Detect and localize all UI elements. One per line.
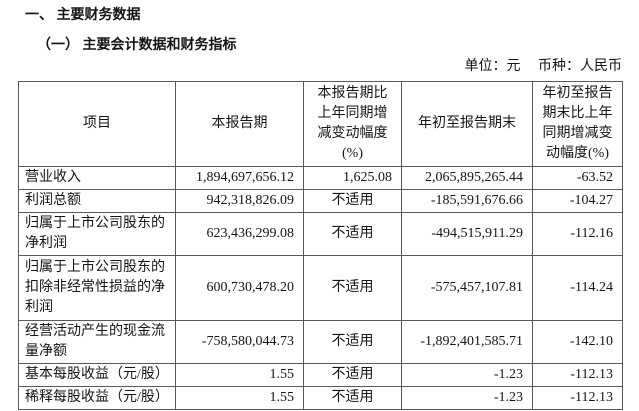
column-header-ytd-yoy-change: 年初至报告 期末比上年 同期增减变 动幅度(%)	[532, 81, 623, 167]
cell-ytd: 2,065,895,265.44	[401, 166, 533, 190]
table-row: 基本每股收益（元/股） 1.55 不适用 -1.23 -112.13	[18, 363, 623, 387]
cell-ytd: -575,457,107.81	[401, 255, 533, 321]
column-header-item: 项目	[18, 81, 176, 167]
cell-item: 归属于上市公司股东的扣除非经常性损益的净利润	[18, 255, 176, 321]
cell-ytd: -1.23	[401, 363, 533, 387]
table-row: 归属于上市公司股东的净利润 623,436,299.08 不适用 -494,51…	[18, 212, 623, 256]
cell-ytd-yoy-change: -112.16	[532, 212, 623, 256]
currency-label: 币种：人民币	[538, 59, 622, 74]
table-row: 经营活动产生的现金流量净额 -758,580,044.73 不适用 -1,892…	[18, 320, 623, 364]
cell-ytd: -1.23	[401, 386, 533, 410]
cell-item: 利润总额	[18, 189, 176, 213]
cell-period-yoy-change: 不适用	[303, 386, 402, 410]
report-page: 一、 主要财务数据 （一） 主要会计数据和财务指标 单位：元 币种：人民币 项目…	[0, 8, 639, 410]
cell-current-period: -758,580,044.73	[175, 320, 304, 364]
cell-current-period: 600,730,478.20	[175, 255, 304, 321]
cell-period-yoy-change: 不适用	[303, 363, 402, 387]
cell-ytd: -185,591,676.66	[401, 189, 533, 213]
cell-current-period: 1.55	[175, 386, 304, 410]
cell-ytd-yoy-change: -63.52	[532, 166, 623, 190]
cell-item: 营业收入	[18, 166, 176, 190]
cell-item: 稀释每股收益（元/股）	[18, 386, 176, 410]
cell-period-yoy-change: 1,625.08	[303, 166, 402, 190]
cell-current-period: 623,436,299.08	[175, 212, 304, 256]
table-header-row: 项目 本报告期 本报告期比 上年同期增 减变动幅度 (%) 年初至报告期末 年初…	[18, 81, 623, 167]
cell-ytd-yoy-change: -112.13	[532, 363, 623, 387]
financial-table: 项目 本报告期 本报告期比 上年同期增 减变动幅度 (%) 年初至报告期末 年初…	[18, 81, 623, 410]
column-header-ytd: 年初至报告期末	[401, 81, 533, 167]
cell-ytd-yoy-change: -114.24	[532, 255, 623, 321]
cell-ytd-yoy-change: -104.27	[532, 189, 623, 213]
table-row: 归属于上市公司股东的扣除非经常性损益的净利润 600,730,478.20 不适…	[18, 255, 623, 321]
section-heading: 一、 主要财务数据	[25, 8, 141, 23]
cell-period-yoy-change: 不适用	[303, 189, 402, 213]
cell-period-yoy-change: 不适用	[303, 212, 402, 256]
cell-current-period: 942,318,826.09	[175, 189, 304, 213]
table-row: 稀释每股收益（元/股） 1.55 不适用 -1.23 -112.13	[18, 386, 623, 410]
unit-line: 单位：元 币种：人民币	[0, 59, 623, 75]
cell-item: 归属于上市公司股东的净利润	[18, 212, 176, 256]
table-row: 利润总额 942,318,826.09 不适用 -185,591,676.66 …	[18, 189, 623, 213]
cell-period-yoy-change: 不适用	[303, 320, 402, 364]
column-header-period-yoy-change: 本报告期比 上年同期增 减变动幅度 (%)	[303, 81, 402, 167]
subsection-heading: （一） 主要会计数据和财务指标	[37, 38, 237, 53]
cell-item: 基本每股收益（元/股）	[18, 363, 176, 387]
cell-period-yoy-change: 不适用	[303, 255, 402, 321]
table-row: 营业收入 1,894,697,656.12 1,625.08 2,065,895…	[18, 166, 623, 190]
cell-current-period: 1.55	[175, 363, 304, 387]
cell-ytd-yoy-change: -142.10	[532, 320, 623, 364]
cell-item: 经营活动产生的现金流量净额	[18, 320, 176, 364]
cell-ytd: -1,892,401,585.71	[401, 320, 533, 364]
column-header-current-period: 本报告期	[175, 81, 304, 167]
cell-ytd-yoy-change: -112.13	[532, 386, 623, 410]
unit-label: 单位：元	[464, 59, 521, 74]
cell-ytd: -494,515,911.29	[401, 212, 533, 256]
cell-current-period: 1,894,697,656.12	[175, 166, 304, 190]
